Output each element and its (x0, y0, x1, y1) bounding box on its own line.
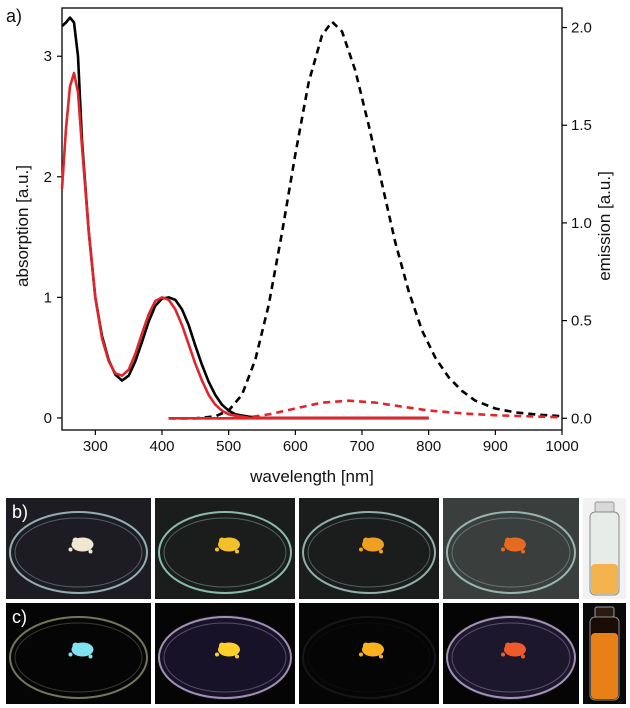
x-tick-label: 400 (149, 438, 174, 455)
x-axis-title: wavelength [nm] (249, 467, 374, 486)
right-axis-ticks: 0.0 0.5 1.0 1.5 2.0 (562, 20, 592, 427)
right-tick-label: 1.0 (571, 215, 592, 232)
x-tick-label: 700 (349, 438, 374, 455)
right-tick-label: 0.5 (571, 313, 592, 330)
left-tick-label: 2 (44, 169, 52, 186)
spectra-chart: a) 300 400 500 600 700 800 900 1000 0 1 2 3 0.0 0.5… (6, 6, 614, 486)
x-tick-label: 300 (83, 438, 108, 455)
x-tick-label: 900 (483, 438, 508, 455)
x-tick-label: 1000 (545, 438, 578, 455)
right-tick-label: 0.0 (571, 410, 592, 427)
vial-photo (583, 498, 626, 599)
photo-row-c: c) (6, 603, 626, 704)
left-tick-label: 0 (44, 410, 52, 427)
x-tick-label: 500 (216, 438, 241, 455)
plot-border (61, 7, 563, 431)
emission-black-dashed-line (168, 20, 563, 420)
dish-red-glow-photo (443, 603, 579, 704)
dish-orange-glow-photo (299, 603, 439, 704)
x-axis-ticks: 300 400 500 600 700 800 900 1000 (83, 430, 579, 455)
left-tick-label: 3 (44, 48, 52, 65)
panel-label-b: b) (12, 502, 29, 522)
left-axis-ticks: 0 1 2 3 (44, 48, 62, 427)
dish-yellow-powder-photo (155, 498, 295, 599)
left-axis-title: absorption [a.u.] (13, 165, 32, 287)
dish-yellow-glow-photo (155, 603, 295, 704)
right-tick-label: 1.5 (571, 117, 592, 134)
panel-label-c: c) (12, 607, 27, 627)
photo-row-b: b) (6, 498, 626, 599)
dish-cyan-glow-photo (6, 603, 151, 704)
photo-panels: b) c) (6, 498, 626, 704)
panel-label-a: a) (6, 6, 22, 26)
x-tick-label: 600 (283, 438, 308, 455)
dish-orange-powder-photo (299, 498, 439, 599)
series-layer (60, 16, 563, 420)
vial-photo (583, 603, 626, 704)
absorption-black-line (61, 16, 429, 420)
right-tick-label: 2.0 (571, 20, 592, 37)
dish-white-powder-photo (6, 498, 151, 599)
absorption-red-line (60, 71, 429, 420)
right-axis-title: emission [a.u.] (595, 171, 614, 281)
left-tick-label: 1 (44, 289, 52, 306)
plot-frame (61, 7, 563, 431)
dish-red-orange-powder-photo (443, 498, 579, 599)
x-tick-label: 800 (416, 438, 441, 455)
